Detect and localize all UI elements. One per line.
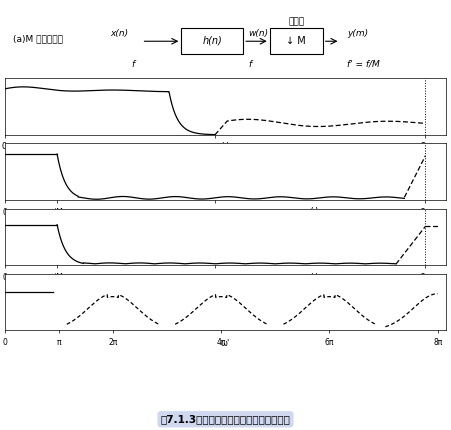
Text: ω': ω' bbox=[221, 339, 230, 348]
Bar bbox=[270, 28, 323, 54]
Y-axis label: $|H(e^{j\omega})|$: $|H(e^{j\omega})|$ bbox=[0, 157, 3, 186]
Text: ω: ω bbox=[222, 140, 229, 149]
Text: x(n): x(n) bbox=[110, 29, 129, 38]
Text: 抽取器: 抽取器 bbox=[288, 17, 304, 26]
Text: ↓ M: ↓ M bbox=[286, 36, 306, 46]
Text: f: f bbox=[131, 60, 134, 69]
Text: ω: ω bbox=[310, 206, 318, 215]
Y-axis label: $|W(e^{j\omega})|$: $|W(e^{j\omega})|$ bbox=[0, 221, 3, 252]
Text: ω: ω bbox=[310, 270, 318, 280]
Bar bbox=[181, 28, 243, 54]
Text: 图7.1.3、信号的抽取及抽取后信号的频谱: 图7.1.3、信号的抽取及抽取后信号的频谱 bbox=[161, 414, 290, 424]
Text: f: f bbox=[248, 60, 251, 69]
Text: w(n): w(n) bbox=[249, 29, 269, 38]
Text: h(n): h(n) bbox=[202, 36, 222, 46]
Text: f' = f/M: f' = f/M bbox=[347, 60, 380, 69]
Text: (a)M 倍抽取过程: (a)M 倍抽取过程 bbox=[14, 34, 63, 43]
Y-axis label: $|X(e^{j\omega})|$: $|X(e^{j\omega})|$ bbox=[0, 92, 3, 121]
Text: y(m): y(m) bbox=[347, 29, 368, 38]
Y-axis label: $|Y(e^{j\omega'})|$: $|Y(e^{j\omega'})|$ bbox=[0, 287, 3, 317]
